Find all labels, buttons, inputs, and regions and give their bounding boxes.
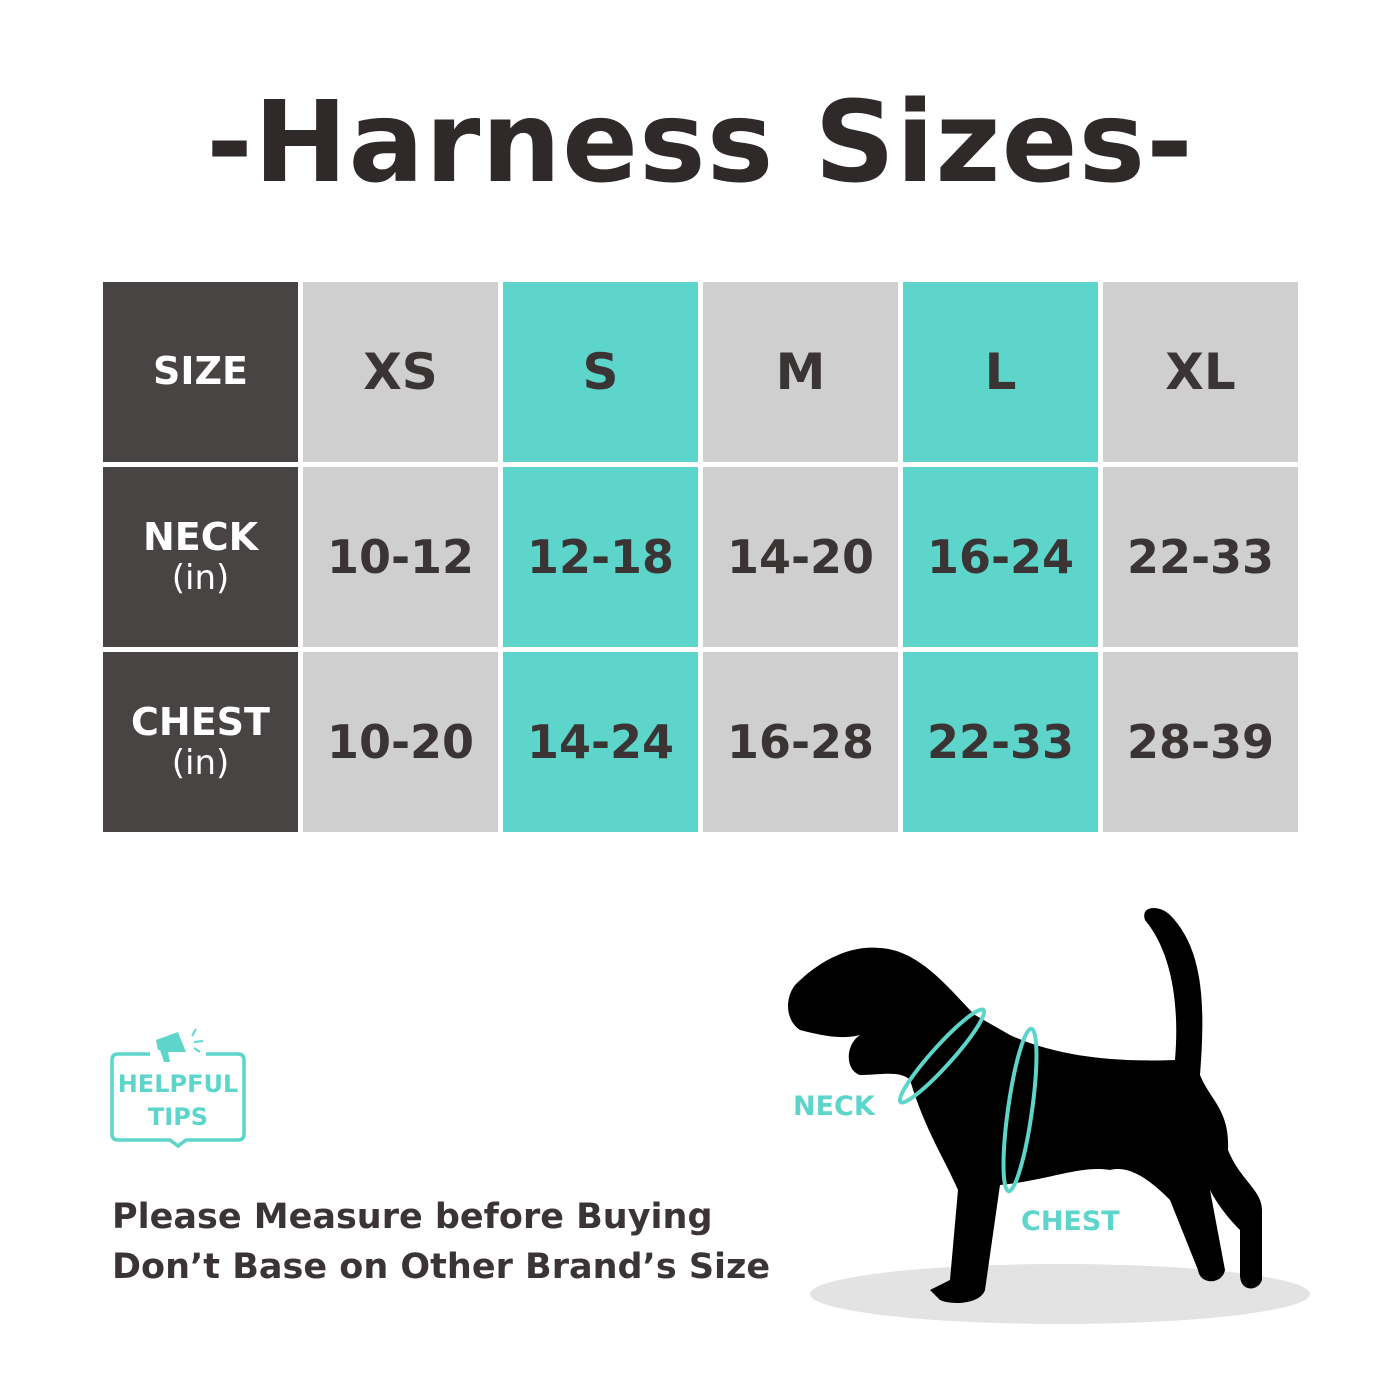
chest-unit: (in) (171, 743, 230, 784)
page-title: -Harness Sizes- (206, 78, 1194, 208)
chest-measure-ring (1001, 1026, 1039, 1194)
chest-l: 22-33 (903, 652, 1098, 832)
helpful-tips-text: HELPFUL TIPS (110, 1068, 246, 1134)
helpful-tips-badge (110, 1028, 246, 1149)
size-xs: XS (303, 282, 498, 462)
neck-m: 14-20 (703, 467, 898, 647)
size-s: S (503, 282, 698, 462)
chest-xs: 10-20 (303, 652, 498, 832)
dog-silhouette-icon (788, 908, 1262, 1303)
neck-label: NECK (142, 514, 259, 559)
neck-measure-ring (897, 1007, 987, 1105)
neck-xl: 22-33 (1103, 467, 1298, 647)
note-line2: Don’t Base on Other Brand’s Size (112, 1247, 771, 1287)
size-header-label: SIZE (152, 349, 249, 394)
size-l: L (903, 282, 1098, 462)
size-xl: XL (1103, 282, 1298, 462)
speech-bubble-icon (110, 1052, 246, 1149)
chest-header: CHEST (in) (103, 652, 298, 832)
dog-shadow (810, 1264, 1310, 1324)
size-m: M (703, 282, 898, 462)
chest-xl: 28-39 (1103, 652, 1298, 832)
size-table: SIZE XS S M L XL NECK (in) 10-12 12-18 1… (103, 282, 1298, 832)
neck-unit: (in) (171, 558, 230, 599)
tips-line2: TIPS (147, 1103, 209, 1131)
chest-diagram-label: CHEST (1021, 1206, 1120, 1237)
tips-line1: HELPFUL (117, 1070, 239, 1098)
measure-note: Please Measure before Buying Don’t Base … (112, 1192, 770, 1292)
neck-l: 16-24 (903, 467, 1098, 647)
size-header: SIZE (103, 282, 298, 462)
chest-s: 14-24 (503, 652, 698, 832)
note-line1: Please Measure before Buying (112, 1197, 713, 1237)
chest-label: CHEST (131, 699, 270, 744)
neck-xs: 10-12 (303, 467, 498, 647)
neck-diagram-label: NECK (793, 1091, 875, 1122)
neck-s: 12-18 (503, 467, 698, 647)
neck-header: NECK (in) (103, 467, 298, 647)
megaphone-icon (156, 1028, 204, 1062)
chest-m: 16-28 (703, 652, 898, 832)
